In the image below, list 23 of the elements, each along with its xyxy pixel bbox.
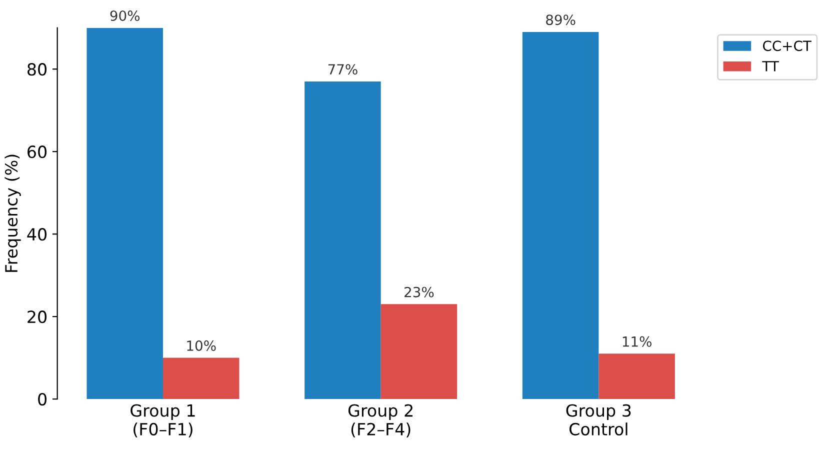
legend-label: CC+CT xyxy=(762,40,812,52)
data-label: 23% xyxy=(404,286,434,298)
bar xyxy=(598,354,675,400)
bar xyxy=(162,358,240,400)
data-label: 11% xyxy=(622,336,652,347)
x-tick-label: Group 2 (F2–F4) xyxy=(348,404,412,438)
bar xyxy=(380,304,458,400)
bar xyxy=(86,28,163,400)
y-tick-label: 40 xyxy=(27,228,46,241)
y-tick-label: 20 xyxy=(28,310,46,324)
bar xyxy=(304,81,381,400)
data-label: 90% xyxy=(110,10,140,21)
bar xyxy=(522,32,599,400)
y-tick-label: 60 xyxy=(28,146,46,158)
data-label: 10% xyxy=(187,340,216,351)
y-axis-title: Frequency (%) xyxy=(4,154,21,272)
y-tick-label: 0 xyxy=(38,393,46,406)
y-tick-label: 80 xyxy=(28,63,46,76)
data-label: 89% xyxy=(546,14,576,26)
x-tick-label: Group 3 Control xyxy=(566,404,631,436)
data-label: 77% xyxy=(328,64,358,75)
legend-label: TT xyxy=(762,61,779,72)
x-tick-label: Group 1 (F0–F1) xyxy=(130,404,195,438)
